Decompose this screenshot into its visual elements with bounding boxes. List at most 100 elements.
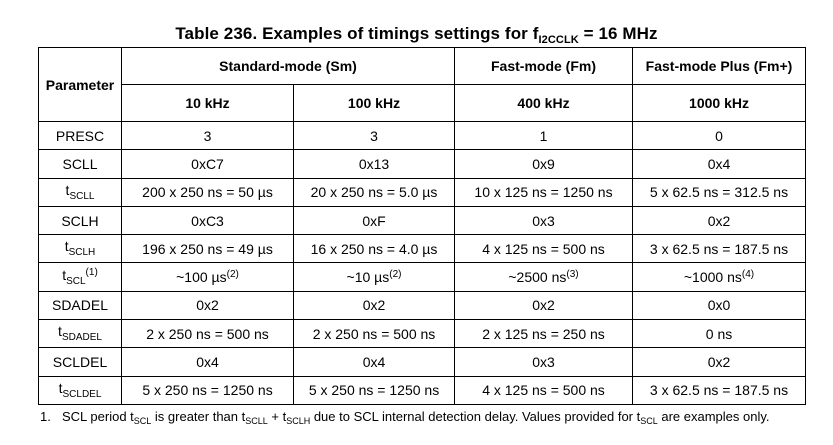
value-cell: 0x2 bbox=[632, 347, 806, 377]
cell-value: 4 x 125 ns = 500 ns bbox=[482, 382, 605, 399]
table-row: SCLL 0xC7 0x13 0x9 0x4 bbox=[38, 149, 806, 179]
cell-value: 3 bbox=[203, 127, 212, 144]
cell-value: ~2500 ns bbox=[508, 269, 567, 286]
footnote-subscript: SCL bbox=[133, 416, 152, 426]
parameter-cell: SCLL bbox=[38, 149, 122, 179]
parameter-name: SDADEL bbox=[51, 297, 109, 314]
cell-value: ~1000 ns bbox=[683, 269, 742, 286]
value-cell: 10 x 125 ns = 1250 ns bbox=[454, 177, 633, 207]
freq-header-400khz: 400 kHz bbox=[454, 84, 633, 122]
parameter-subscript: SCL bbox=[66, 275, 86, 287]
cell-value: 3 bbox=[370, 127, 378, 144]
value-cell: 0x4 bbox=[293, 347, 455, 377]
table-row: tSCL(1) ~100 µs(2) ~10 µs(2) ~2500 ns(3) ~10… bbox=[38, 262, 806, 292]
freq-header-1000khz: 1000 kHz bbox=[632, 84, 806, 122]
value-cell: ~2500 ns(3) bbox=[454, 262, 633, 292]
table-row: tSDADEL 2 x 250 ns = 500 ns 2 x 250 ns = 5… bbox=[38, 319, 806, 349]
parameter-name: t bbox=[65, 181, 70, 198]
parameter-cell: SCLH bbox=[38, 205, 122, 236]
cell-value: 20 x 250 ns = 5.0 µs bbox=[310, 184, 438, 201]
cell-value: 2 x 250 ns = 500 ns bbox=[146, 325, 269, 342]
value-cell: 0x3 bbox=[454, 205, 633, 236]
value-cell: 0x9 bbox=[454, 149, 633, 179]
parameter-name: t bbox=[58, 323, 62, 340]
parameter-name: SCLL bbox=[62, 155, 98, 172]
cell-value: 4 x 125 ns = 500 ns bbox=[482, 240, 605, 257]
cell-value: 0 bbox=[715, 127, 723, 144]
table-title: Table 236. Examples of timings settings … bbox=[0, 24, 833, 46]
cell-footnote-ref: (2) bbox=[389, 269, 402, 281]
footnote-segment: + t bbox=[267, 409, 287, 424]
value-cell: 5 x 250 ns = 1250 ns bbox=[293, 375, 455, 405]
value-cell: 1 bbox=[454, 120, 633, 151]
footnote-number: 1. bbox=[40, 409, 51, 424]
table-row: tSCLH 196 x 250 ns = 49 µs 16 x 250 ns = 4… bbox=[38, 234, 806, 264]
value-cell: 20 x 250 ns = 5.0 µs bbox=[293, 177, 455, 207]
value-cell: 0x2 bbox=[293, 290, 455, 321]
cell-value: 0x3 bbox=[532, 212, 555, 229]
value-cell: 0x2 bbox=[454, 290, 633, 321]
footnote-segment: is greater than t bbox=[151, 409, 246, 424]
footnote-subscript: SCL bbox=[640, 416, 658, 426]
value-cell: 0x3 bbox=[454, 347, 633, 377]
cell-value: 2 x 250 ns = 500 ns bbox=[312, 325, 436, 342]
cell-value: 196 x 250 ns = 49 µs bbox=[142, 240, 273, 257]
fast-mode-plus-header: Fast-mode Plus (Fm+) bbox=[632, 47, 806, 85]
table-row: SCLDEL 0x4 0x4 0x3 0x2 bbox=[38, 347, 806, 377]
parameter-cell: SCLDEL bbox=[38, 347, 122, 377]
parameter-name: SCLH bbox=[61, 212, 99, 229]
value-cell: 4 x 125 ns = 500 ns bbox=[454, 375, 633, 405]
footnote-subscript: SCLL bbox=[245, 416, 268, 426]
value-cell: 3 x 62.5 ns = 187.5 ns bbox=[632, 375, 806, 405]
parameter-header: Parameter bbox=[38, 47, 122, 122]
parameter-subscript: SDADEL bbox=[61, 332, 102, 344]
cell-value: 1 bbox=[539, 127, 548, 144]
cell-value: 10 x 125 ns = 1250 ns bbox=[474, 184, 613, 201]
value-cell: 0xC3 bbox=[121, 205, 294, 236]
parameter-subscript: SCLH bbox=[68, 247, 96, 259]
cell-value: ~10 µs bbox=[346, 269, 390, 286]
cell-value: 3 x 62.5 ns = 187.5 ns bbox=[649, 382, 789, 399]
table-row: tSCLDEL 5 x 250 ns = 1250 ns 5 x 250 ns = … bbox=[38, 375, 806, 405]
value-cell: 0 ns bbox=[632, 319, 806, 349]
cell-value: 3 x 62.5 ns = 187.5 ns bbox=[649, 240, 789, 257]
cell-value: 0x2 bbox=[532, 297, 555, 314]
value-cell: 2 x 250 ns = 500 ns bbox=[293, 319, 455, 349]
cell-value: 0x2 bbox=[707, 212, 731, 229]
value-cell: ~1000 ns(4) bbox=[632, 262, 806, 292]
cell-value: 0x4 bbox=[196, 354, 219, 371]
value-cell: 2 x 125 ns = 250 ns bbox=[454, 319, 633, 349]
cell-value: 200 x 250 ns = 50 µs bbox=[142, 184, 273, 201]
cell-value: 16 x 250 ns = 4.0 µs bbox=[310, 240, 438, 257]
parameter-name: t bbox=[58, 379, 63, 396]
header-row-modes: Parameter Standard-mode (Sm) Fast-mode (… bbox=[38, 47, 806, 122]
value-cell: 16 x 250 ns = 4.0 µs bbox=[293, 234, 455, 264]
table-row: SDADEL 0x2 0x2 0x2 0x0 bbox=[38, 290, 806, 321]
cell-value: 0xC7 bbox=[191, 155, 224, 172]
value-cell: 196 x 250 ns = 49 µs bbox=[121, 234, 294, 264]
parameter-cell: tSCL(1) bbox=[38, 262, 122, 292]
parameter-name: t bbox=[62, 266, 67, 283]
value-cell: 200 x 250 ns = 50 µs bbox=[121, 177, 294, 207]
value-cell: 3 bbox=[121, 120, 294, 151]
value-cell: 0x13 bbox=[293, 149, 455, 179]
value-cell: 3 x 62.5 ns = 187.5 ns bbox=[632, 234, 806, 264]
value-cell: ~10 µs(2) bbox=[293, 262, 455, 292]
cell-value: 0x3 bbox=[532, 354, 555, 371]
value-cell: 0x4 bbox=[121, 347, 294, 377]
value-cell: 0x4 bbox=[632, 149, 806, 179]
cell-value: 0 ns bbox=[705, 325, 733, 342]
cell-value: 0x9 bbox=[532, 155, 555, 172]
parameter-cell: SDADEL bbox=[38, 290, 122, 321]
cell-value: 0xC3 bbox=[191, 212, 224, 229]
cell-value: 5 x 62.5 ns = 312.5 ns bbox=[649, 184, 789, 201]
value-cell: 3 bbox=[293, 120, 455, 151]
table-row: PRESC 3 3 1 0 bbox=[38, 120, 806, 151]
parameter-cell: PRESC bbox=[38, 120, 122, 151]
cell-value: 0x4 bbox=[362, 354, 386, 371]
parameter-cell: tSCLH bbox=[38, 234, 122, 264]
parameter-subscript: SCLDEL bbox=[62, 388, 102, 400]
cell-value: 0x13 bbox=[358, 155, 390, 172]
value-cell: 0xF bbox=[293, 205, 455, 236]
cell-footnote-ref: (4) bbox=[741, 269, 755, 281]
